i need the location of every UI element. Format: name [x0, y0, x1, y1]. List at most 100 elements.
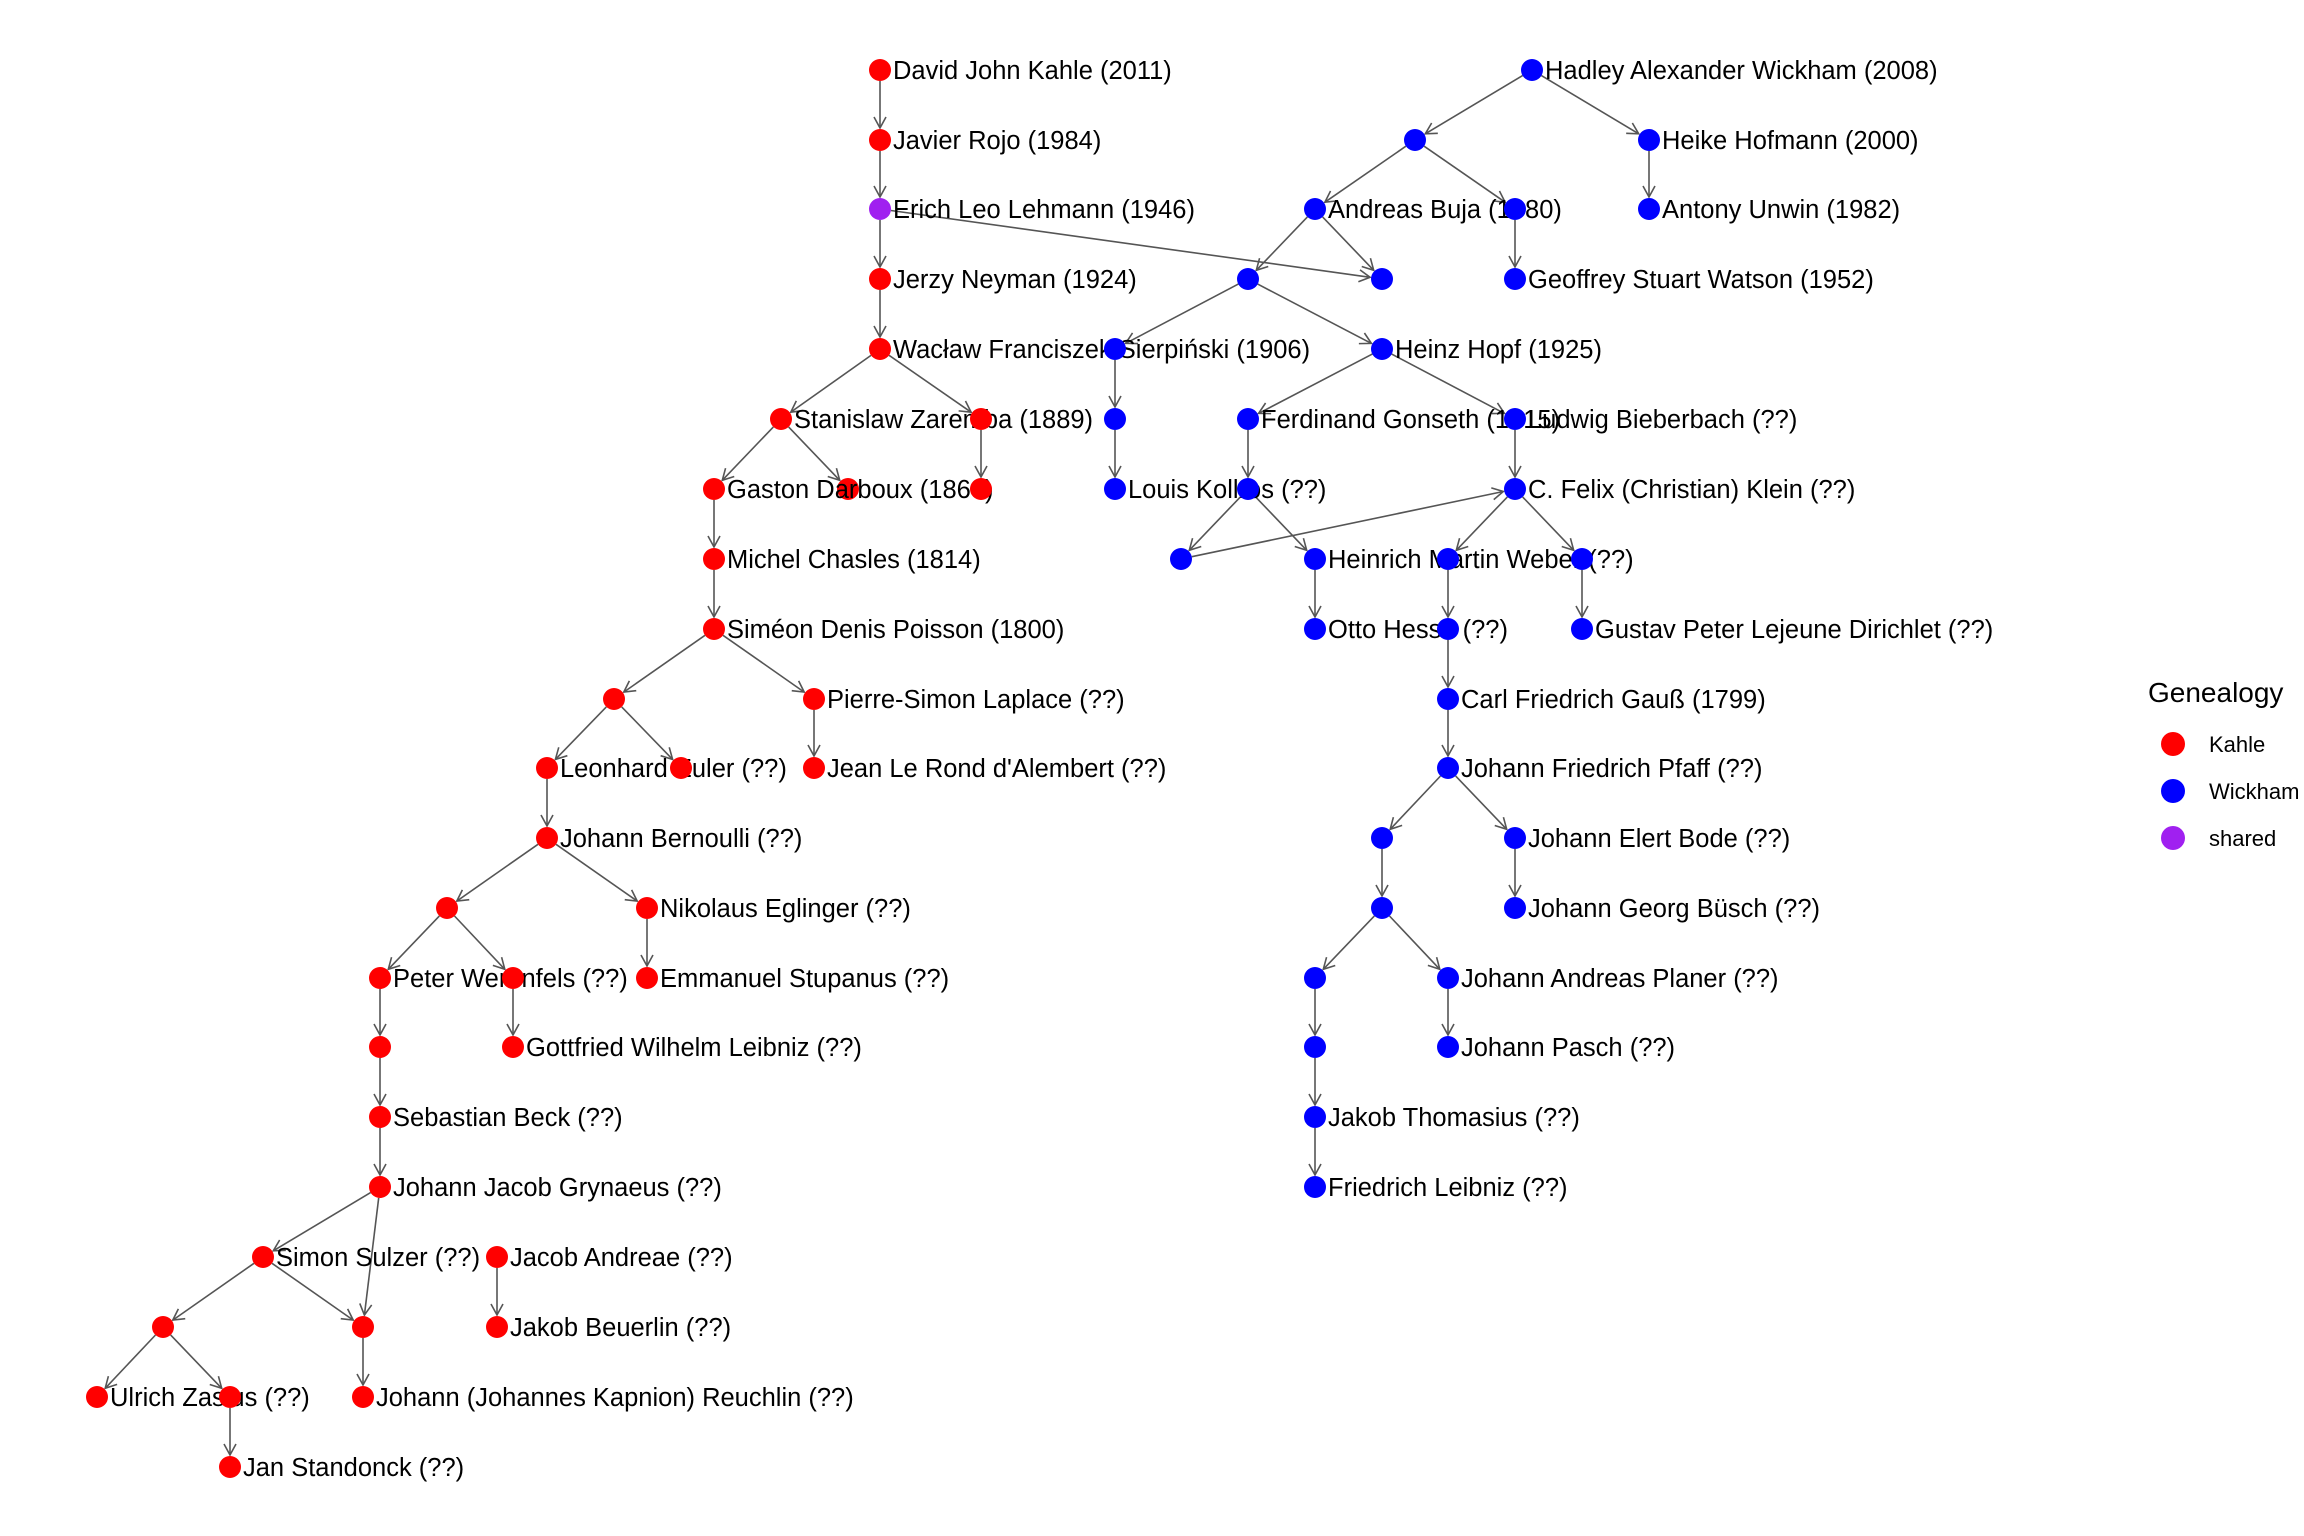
- node-marker-pasch: [1437, 1036, 1459, 1058]
- node-marker-standonck: [219, 1456, 241, 1478]
- node-marker-beck: [369, 1106, 391, 1128]
- edge-w_m-to-planer: [1388, 915, 1441, 971]
- node-gauss: Carl Friedrich Gauß (1799): [1437, 686, 1766, 714]
- node-marker-leibniz_f: [1304, 1176, 1326, 1198]
- legend-swatch-wickham: [2161, 779, 2185, 803]
- node-eglinger: Nikolaus Eglinger (??): [636, 895, 911, 923]
- node-w_g: [1237, 478, 1259, 500]
- node-label-klein: C. Felix (Christian) Klein (??): [1528, 476, 1855, 504]
- node-label-standonck: Jan Standonck (??): [243, 1454, 464, 1482]
- node-w_l: [1371, 827, 1393, 849]
- node-beck: Sebastian Beck (??): [369, 1104, 623, 1132]
- node-sulzer: Simon Sulzer (??): [252, 1244, 480, 1272]
- node-label-beck: Sebastian Beck (??): [393, 1104, 623, 1132]
- edge-sierpinski-to-zaremba: [789, 354, 872, 414]
- node-marker-w_a: [1404, 129, 1426, 151]
- edge-buja-to-w_d: [1322, 216, 1375, 272]
- node-k_z2: [970, 408, 992, 430]
- node-hopf: Heinz Hopf (1925): [1371, 336, 1602, 364]
- node-w_m: [1371, 897, 1393, 919]
- node-label-pfaff: Johann Friedrich Pfaff (??): [1461, 755, 1762, 783]
- node-k_w1: [369, 1036, 391, 1058]
- node-label-grynaeus: Johann Jacob Grynaeus (??): [393, 1174, 722, 1202]
- node-label-gauss: Carl Friedrich Gauß (1799): [1461, 686, 1766, 714]
- node-marker-sierpinski: [869, 338, 891, 360]
- node-label-unwin: Antony Unwin (1982): [1662, 196, 1900, 224]
- node-w_i: [1437, 548, 1459, 570]
- node-bernoulli: Johann Bernoulli (??): [536, 825, 802, 853]
- node-marker-kollros: [1104, 478, 1126, 500]
- node-poisson: Siméon Denis Poisson (1800): [703, 616, 1064, 644]
- legend-items: Kahle Wickham shared: [2161, 732, 2299, 851]
- node-unwin: Antony Unwin (1982): [1638, 196, 1900, 224]
- node-marker-bieberbach: [1504, 408, 1526, 430]
- node-label-eglinger: Nikolaus Eglinger (??): [660, 895, 911, 923]
- node-kahle: David John Kahle (2011): [869, 57, 1172, 85]
- node-w_a: [1404, 129, 1426, 151]
- node-label-lehmann: Erich Leo Lehmann (1946): [893, 196, 1195, 224]
- node-label-rojo: Javier Rojo (1984): [893, 127, 1101, 155]
- node-marker-k_s2: [352, 1316, 374, 1338]
- node-klein: C. Felix (Christian) Klein (??): [1504, 476, 1855, 504]
- node-label-beuerlin: Jakob Beuerlin (??): [510, 1314, 731, 1342]
- node-label-bieberbach: Ludwig Bieberbach (??): [1528, 406, 1797, 434]
- node-zasius: Ulrich Zasius (??): [86, 1384, 310, 1412]
- node-label-poisson: Siméon Denis Poisson (1800): [727, 616, 1064, 644]
- node-marker-sulzer: [252, 1246, 274, 1268]
- node-label-watson: Geoffrey Stuart Watson (1952): [1528, 266, 1874, 294]
- node-beuerlin: Jakob Beuerlin (??): [486, 1314, 731, 1342]
- edge-grynaeus-to-sulzer: [271, 1191, 372, 1252]
- node-marker-watson: [1504, 268, 1526, 290]
- node-marker-werenfels: [369, 967, 391, 989]
- edge-w_g-to-w_h: [1188, 496, 1241, 552]
- node-label-hofmann: Heike Hofmann (2000): [1662, 127, 1919, 155]
- node-marker-unwin: [1638, 198, 1660, 220]
- edge-w_m-to-w_n: [1322, 915, 1375, 971]
- node-laplace: Pierre-Simon Laplace (??): [803, 686, 1125, 714]
- node-w_o: [1304, 1036, 1326, 1058]
- node-bode: Johann Elert Bode (??): [1504, 825, 1790, 853]
- edge-sierpinski-to-k_z2: [888, 354, 973, 414]
- legend-swatch-shared: [2161, 826, 2185, 850]
- node-label-zaremba: Stanislaw Zaremba (1889): [794, 406, 1093, 434]
- edge-grynaeus-to-k_s2: [359, 1197, 380, 1317]
- edge-klein-to-w_j: [1522, 496, 1575, 552]
- node-leibniz_g: Gottfried Wilhelm Leibniz (??): [502, 1034, 862, 1062]
- node-marker-pfaff: [1437, 757, 1459, 779]
- node-marker-k_b2: [502, 967, 524, 989]
- node-k_s2: [352, 1316, 374, 1338]
- node-marker-k_z2: [970, 408, 992, 430]
- node-marker-w_i: [1437, 548, 1459, 570]
- node-label-bernoulli: Johann Bernoulli (??): [560, 825, 802, 853]
- node-thomasius: Jakob Thomasius (??): [1304, 1104, 1580, 1132]
- node-k_b1: [436, 897, 458, 919]
- edge-zaremba-to-k_z1: [788, 426, 841, 482]
- node-marker-stupanus: [636, 967, 658, 989]
- node-standonck: Jan Standonck (??): [219, 1454, 464, 1482]
- edge-w_a-to-buja: [1323, 145, 1407, 204]
- node-marker-euler: [536, 757, 558, 779]
- node-w_n: [1304, 967, 1326, 989]
- node-pfaff: Johann Friedrich Pfaff (??): [1437, 755, 1762, 783]
- node-marker-busch: [1504, 897, 1526, 919]
- edge-w_c-to-w_e: [1124, 283, 1239, 345]
- node-label-thomasius: Jakob Thomasius (??): [1328, 1104, 1580, 1132]
- edge-sulzer-to-k_s1: [171, 1262, 255, 1322]
- node-marker-gonseth: [1237, 408, 1259, 430]
- node-marker-poisson: [703, 618, 725, 640]
- node-marker-wickham: [1521, 59, 1543, 81]
- node-pasch: Johann Pasch (??): [1437, 1034, 1675, 1062]
- node-marker-w_l: [1371, 827, 1393, 849]
- node-marker-zaremba: [770, 408, 792, 430]
- node-sierpinski: Wacław Franciszek Sierpiński (1906): [869, 336, 1310, 364]
- node-dalembert: Jean Le Rond d'Alembert (??): [803, 755, 1166, 783]
- node-k_p1: [603, 688, 625, 710]
- edge-pfaff-to-w_l: [1389, 775, 1442, 831]
- node-w_e: [1104, 338, 1126, 360]
- node-label-laplace: Pierre-Simon Laplace (??): [827, 686, 1125, 714]
- nodes-layer: David John Kahle (2011) Javier Rojo (1984…: [86, 57, 1993, 1482]
- node-wickham: Hadley Alexander Wickham (2008): [1521, 57, 1938, 85]
- node-label-busch: Johann Georg Büsch (??): [1528, 895, 1820, 923]
- edge-poisson-to-laplace: [722, 634, 806, 694]
